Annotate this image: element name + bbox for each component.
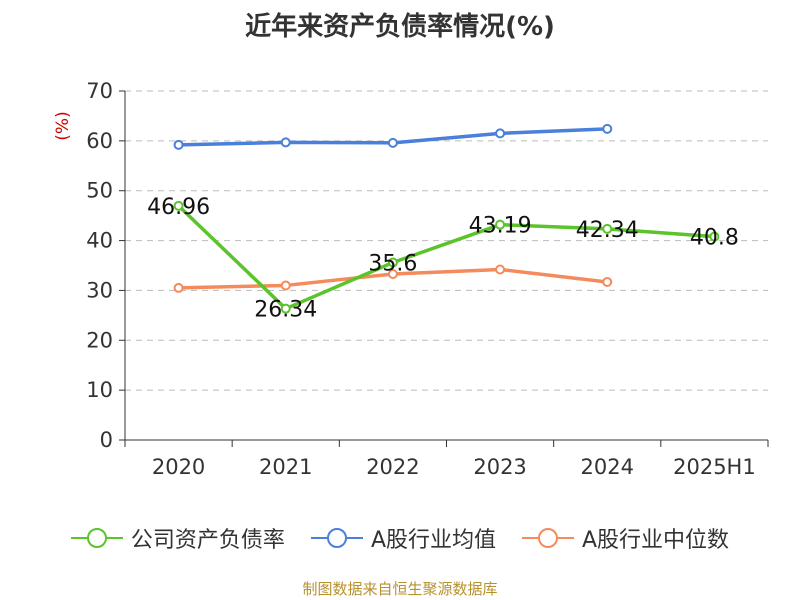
- y-tick-label: 0: [100, 428, 113, 452]
- data-point: [602, 123, 613, 134]
- data-point: [387, 268, 398, 279]
- legend-marker-icon: [70, 528, 123, 548]
- x-tick-label: 2023: [473, 455, 526, 479]
- source-note: 制图数据来自恒生聚源数据库: [302, 580, 498, 598]
- x-tick-label: 2024: [581, 455, 634, 479]
- legend-item[interactable]: A股行业均值: [310, 522, 496, 554]
- data-point: [173, 282, 184, 293]
- legend-marker-icon: [310, 528, 363, 548]
- data-point: [495, 219, 506, 230]
- legend-label: A股行业中位数: [582, 528, 730, 553]
- data-point: [173, 139, 184, 150]
- data-label: 35.6: [368, 252, 417, 277]
- data-label: 46.96: [147, 195, 210, 220]
- chart-title: 近年来资产负债率情况(%): [245, 12, 555, 42]
- data-point: [280, 280, 291, 291]
- x-tick-label: 2022: [366, 455, 419, 479]
- y-tick-label: 60: [86, 129, 113, 153]
- data-label: 43.19: [469, 214, 532, 239]
- y-tick-label: 30: [86, 278, 113, 302]
- label-layer: 46.96 26.34 35.6 43.19 42.34 40.8: [147, 195, 739, 323]
- legend-label: 公司资产负债率: [130, 528, 285, 553]
- axis-layer: 0 10 20 30 40 50 60 70 2020 2021 2022 2023 2024 2025H…: [53, 79, 769, 479]
- data-point: [387, 137, 398, 148]
- y-tick-label: 20: [86, 328, 113, 352]
- data-point: [602, 276, 613, 287]
- data-label: 42.34: [576, 218, 639, 243]
- x-tick-label: 2025H1: [673, 455, 756, 479]
- data-point: [709, 231, 720, 242]
- x-tick-label: 2021: [259, 455, 312, 479]
- data-label: 40.8: [690, 226, 739, 251]
- legend-label: A股行业均值: [370, 528, 496, 553]
- legend: 公司资产负债率 A股行业均值 A股行业中位数: [0, 518, 800, 558]
- data-point: [280, 303, 291, 314]
- legend-marker-icon: [522, 528, 574, 548]
- data-point: [387, 257, 398, 268]
- data-point: [280, 137, 291, 148]
- data-point: [173, 200, 184, 211]
- data-point: [495, 128, 506, 139]
- y-tick-label: 50: [86, 179, 113, 203]
- series-line: [177, 204, 715, 311]
- x-tick-label: 2020: [152, 455, 205, 479]
- grid-layer: [125, 90, 768, 391]
- series-layer: [173, 123, 720, 314]
- y-tick-label: 10: [86, 378, 113, 402]
- legend-item[interactable]: A股行业中位数: [522, 522, 729, 554]
- data-point: [495, 264, 506, 275]
- data-label: 26.34: [254, 298, 317, 323]
- y-tick-label: 70: [86, 79, 113, 103]
- legend-item[interactable]: 公司资产负债率: [70, 522, 285, 554]
- y-axis-label: (%): [53, 111, 73, 140]
- y-tick-label: 40: [86, 229, 113, 253]
- data-point: [602, 223, 613, 234]
